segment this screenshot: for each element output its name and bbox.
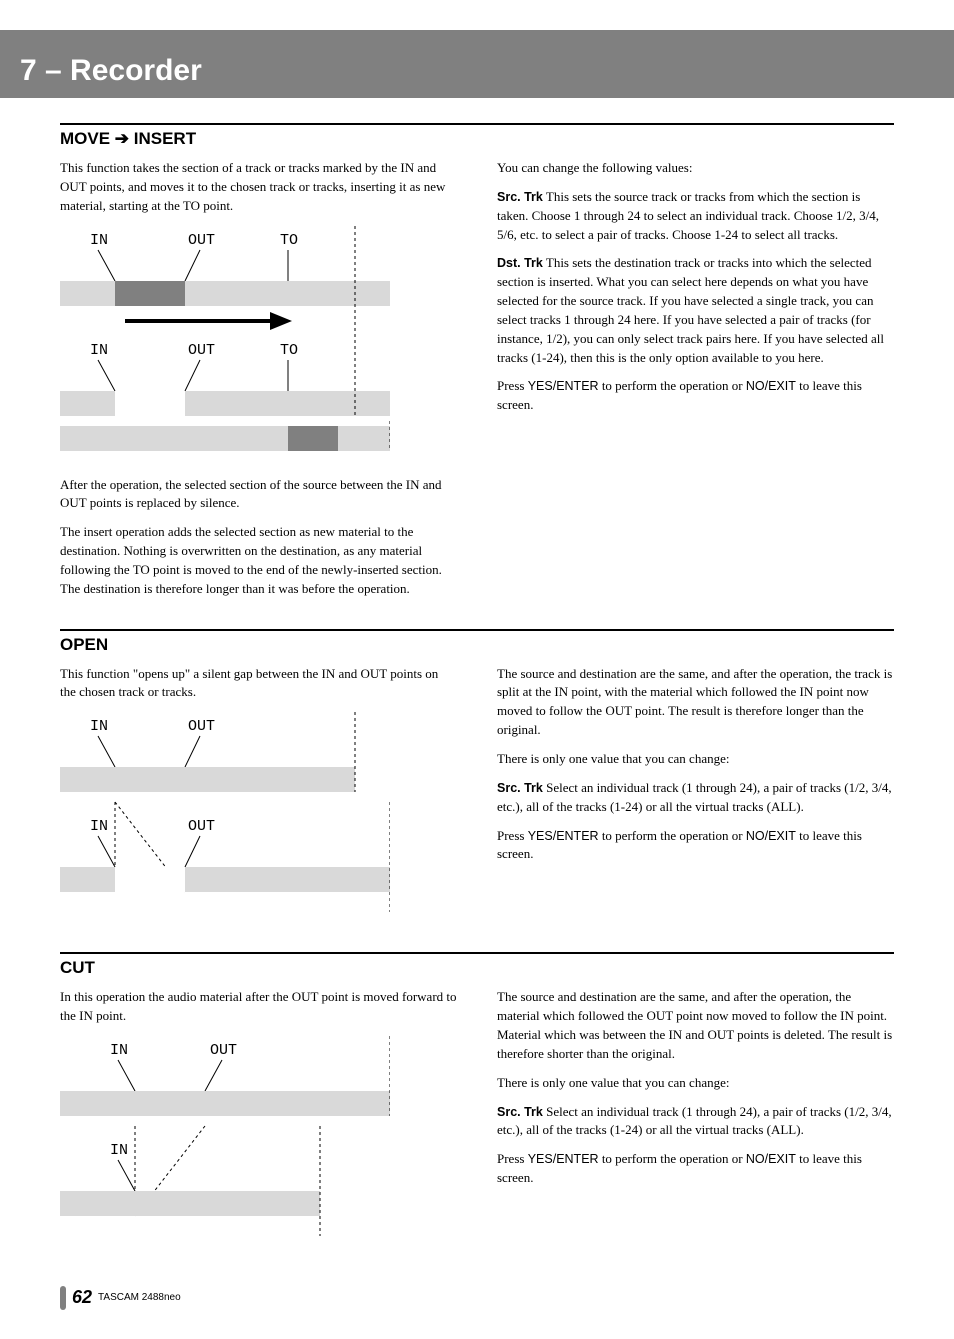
open-right-press: Press YES/ENTER to perform the operation…	[497, 827, 894, 865]
cut-no-exit-key: NO/EXIT	[746, 1152, 796, 1166]
cut-label-in-2: IN	[110, 1142, 128, 1159]
cut-left: In this operation the audio material aft…	[60, 988, 457, 1256]
footer-accent	[60, 1286, 66, 1310]
open-columns: This function "opens up" a silent gap be…	[60, 665, 894, 933]
move-insert-right: You can change the following values: Src…	[497, 159, 894, 609]
mi-left-p1: This function takes the section of a tra…	[60, 159, 457, 216]
cut-left-p1: In this operation the audio material aft…	[60, 988, 457, 1026]
cut-src-trk-text: Select an individual track (1 through 24…	[497, 1104, 892, 1138]
cut-columns: In this operation the audio material aft…	[60, 988, 894, 1256]
cut-label-in: IN	[110, 1042, 128, 1059]
cut-right-press: Press YES/ENTER to perform the operation…	[497, 1150, 894, 1188]
footer: 62 TASCAM 2488neo	[60, 1286, 894, 1310]
open-right: The source and destination are the same,…	[497, 665, 894, 933]
open-left: This function "opens up" a silent gap be…	[60, 665, 457, 933]
label-to-2: TO	[280, 342, 298, 359]
dst-trk-label: Dst. Trk	[497, 256, 543, 270]
open-src-trk-text: Select an individual track (1 through 24…	[497, 780, 892, 814]
header-bar	[0, 30, 954, 48]
yes-enter-key: YES/ENTER	[528, 379, 599, 393]
cut-src-trk-label: Src. Trk	[497, 1105, 543, 1119]
no-exit-key: NO/EXIT	[746, 379, 796, 393]
label-in: IN	[90, 232, 108, 249]
diagram-move-insert: IN OUT TO IN OUT TO	[60, 226, 457, 461]
section-heading-open: OPEN	[60, 629, 894, 655]
open-label-in-2: IN	[90, 818, 108, 835]
open-yes-enter-key: YES/ENTER	[528, 829, 599, 843]
cut-right-p1: The source and destination are the same,…	[497, 988, 894, 1063]
open-label-in: IN	[90, 718, 108, 735]
open-right-p1: The source and destination are the same,…	[497, 665, 894, 740]
mi-right-dst: Dst. Trk This sets the destination track…	[497, 254, 894, 367]
label-in-2: IN	[90, 342, 108, 359]
diagram-open: IN OUT IN OUT	[60, 712, 457, 917]
src-trk-label: Src. Trk	[497, 190, 543, 204]
mi-right-press: Press YES/ENTER to perform the operation…	[497, 377, 894, 415]
cut-yes-enter-key: YES/ENTER	[528, 1152, 599, 1166]
cut-right: The source and destination are the same,…	[497, 988, 894, 1256]
src-trk-text: This sets the source track or tracks fro…	[497, 189, 879, 242]
label-out-2: OUT	[188, 342, 215, 359]
mi-left-p3: The insert operation adds the selected s…	[60, 523, 457, 598]
mi-right-src: Src. Trk This sets the source track or t…	[497, 188, 894, 245]
open-left-p1: This function "opens up" a silent gap be…	[60, 665, 457, 703]
mi-right-intro: You can change the following values:	[497, 159, 894, 178]
section-heading-move-insert: MOVE ➔ INSERT	[60, 123, 894, 149]
move-insert-left: This function takes the section of a tra…	[60, 159, 457, 609]
footer-text: TASCAM 2488neo	[98, 1292, 181, 1303]
move-insert-columns: This function takes the section of a tra…	[60, 159, 894, 609]
cut-right-src: Src. Trk Select an individual track (1 t…	[497, 1103, 894, 1141]
open-label-out-2: OUT	[188, 818, 215, 835]
open-src-trk-label: Src. Trk	[497, 781, 543, 795]
cut-label-out: OUT	[210, 1042, 237, 1059]
label-out: OUT	[188, 232, 215, 249]
diagram-cut: IN OUT IN	[60, 1036, 457, 1241]
chapter-title: 7 – Recorder	[0, 48, 954, 98]
page-number: 62	[72, 1287, 92, 1308]
open-right-p2: There is only one value that you can cha…	[497, 750, 894, 769]
mi-left-p2: After the operation, the selected sectio…	[60, 476, 457, 514]
cut-right-p2: There is only one value that you can cha…	[497, 1074, 894, 1093]
label-to: TO	[280, 232, 298, 249]
open-label-out: OUT	[188, 718, 215, 735]
section-heading-cut: CUT	[60, 952, 894, 978]
open-no-exit-key: NO/EXIT	[746, 829, 796, 843]
open-right-src: Src. Trk Select an individual track (1 t…	[497, 779, 894, 817]
page: 7 – Recorder MOVE ➔ INSERT This function…	[0, 0, 954, 1330]
dst-trk-text: This sets the destination track or track…	[497, 255, 884, 364]
